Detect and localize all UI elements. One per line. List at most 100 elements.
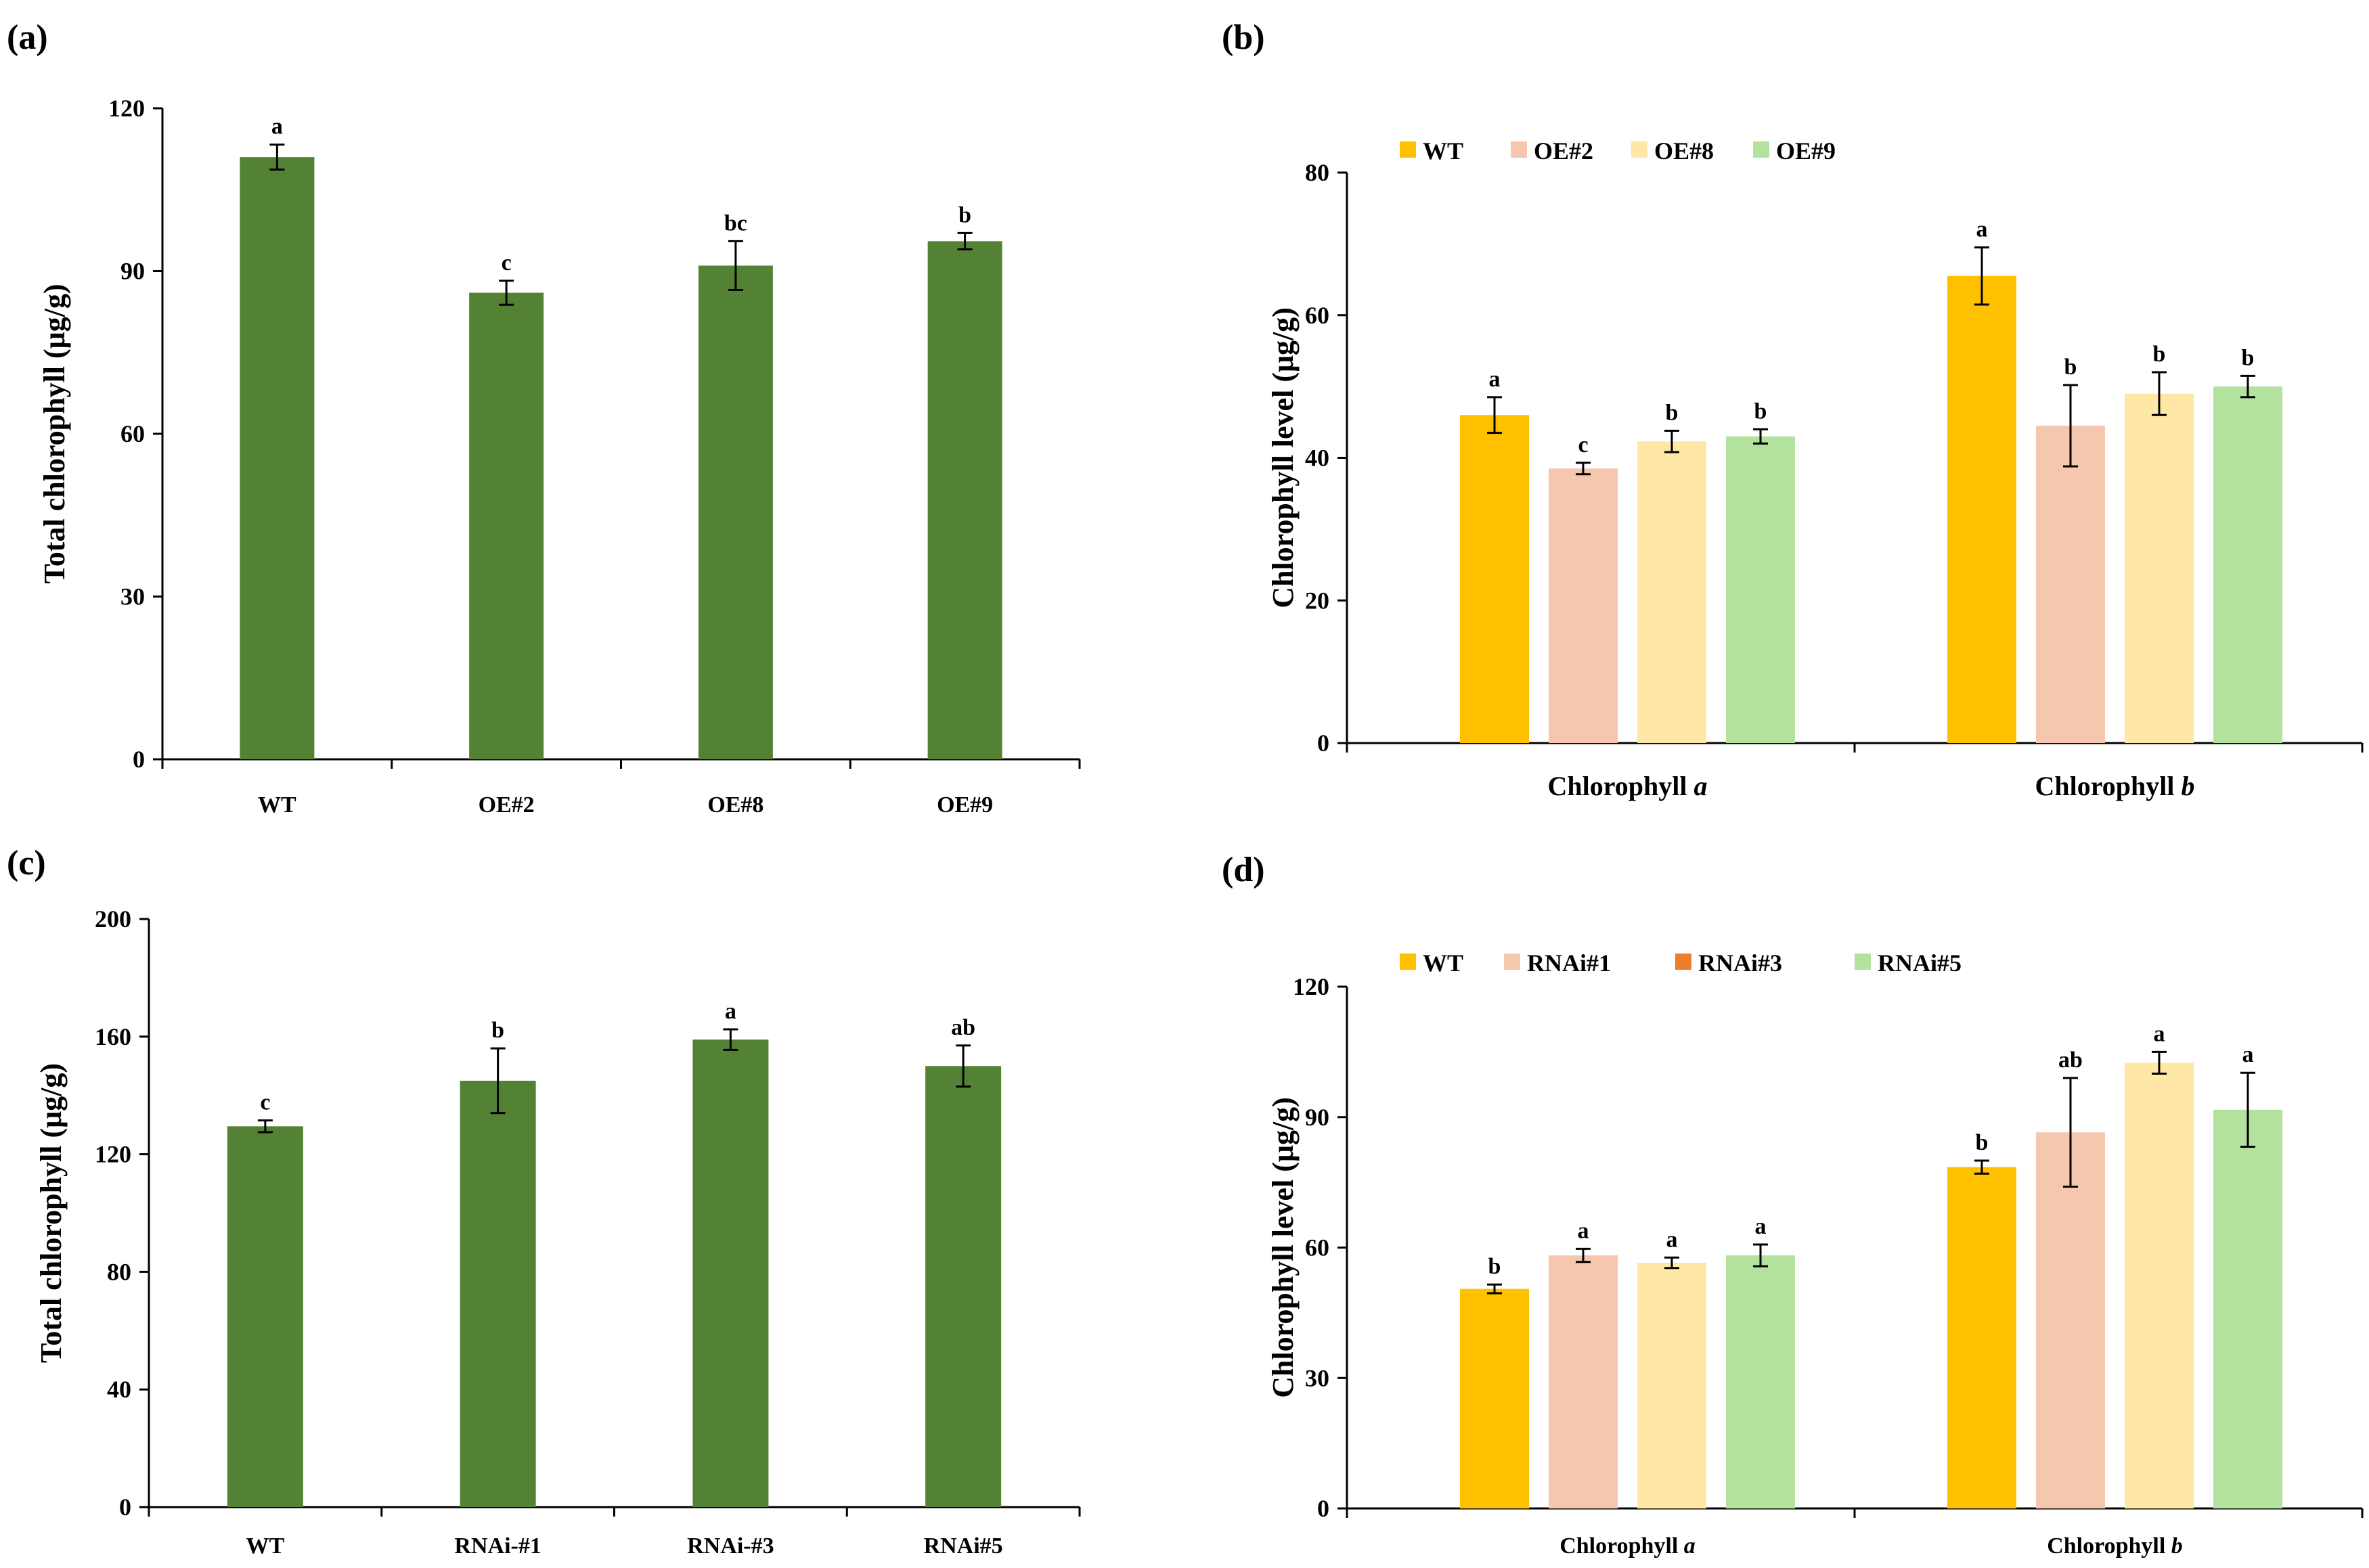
legend-label-b-WT: WT: [1423, 137, 1463, 164]
sig-letter-b: b: [2242, 345, 2255, 370]
legend-swatch-d-RNAi#5: [1855, 954, 1871, 970]
legend-swatch-d-RNAi#1: [1504, 954, 1520, 970]
legend-swatch-b-OE#8: [1631, 141, 1647, 158]
sig-letter-d: ab: [2058, 1048, 2083, 1073]
bar-b-OE#8-group2: [2125, 393, 2194, 743]
y-tick-label-d: 120: [1293, 973, 1329, 1000]
group-label-text: Chlorophyll: [1548, 771, 1694, 801]
sig-letter-c: b: [491, 1018, 504, 1043]
panel-label-d: (d): [1222, 851, 1265, 889]
bar-a-OE#9: [927, 241, 1002, 759]
sig-letter-b: a: [1976, 217, 1988, 242]
sig-letter-a: a: [271, 114, 283, 139]
sig-letter-d: a: [1755, 1214, 1767, 1239]
y-tick-label-a: 30: [120, 583, 145, 610]
y-tick-label-d: 90: [1305, 1104, 1329, 1131]
bar-a-WT: [240, 157, 315, 759]
y-tick-label-d: 0: [1317, 1495, 1329, 1522]
sig-letter-b: b: [1754, 399, 1767, 424]
sig-letter-b: b: [2064, 355, 2077, 380]
legend-label-d-WT: WT: [1423, 949, 1463, 977]
bar-d-RNAi#5-group1: [1726, 1255, 1795, 1508]
x-tick-label-a: OE#9: [937, 792, 993, 817]
sig-letter-b: b: [2153, 342, 2166, 367]
x-group-label-d: Chlorophyll a: [1559, 1533, 1696, 1559]
sig-letter-b: a: [1489, 367, 1501, 392]
x-tick-label-c: RNAi-#3: [687, 1533, 774, 1559]
panel-d: (d) 0 30 60 90 120 Chlorophyll level (μg/g) b a a…: [1222, 851, 2364, 1559]
bar-c-RNAi-#1: [460, 1080, 536, 1507]
sig-letter-d: a: [1578, 1218, 1589, 1243]
legend-label-d-RNAi#3: RNAi#3: [1698, 949, 1782, 977]
y-tick-label-b: 20: [1305, 587, 1329, 614]
sig-letter-d: b: [1976, 1130, 1989, 1155]
panel-c: (c) 0 40 80 120 160 200 Total chlorophyll (μg/g…: [7, 844, 1081, 1559]
y-tick-label-a: 0: [133, 746, 145, 773]
y-tick-label-a: 60: [120, 420, 145, 447]
legend-label-b-OE#2: OE#2: [1534, 137, 1593, 164]
bar-b-WT-group1: [1460, 415, 1529, 743]
y-axis-title-b: Chlorophyll level (μg/g): [1266, 307, 1300, 608]
sig-letter-a: bc: [724, 210, 747, 236]
y-tick-label-c: 160: [95, 1023, 131, 1050]
y-tick-label-c: 200: [95, 905, 131, 933]
x-tick-label-c: RNAi-#1: [454, 1533, 541, 1559]
sig-letter-d: a: [1666, 1227, 1678, 1252]
x-tick-label-a: OE#8: [707, 792, 763, 817]
y-axis-title-d: Chlorophyll level (μg/g): [1266, 1097, 1300, 1398]
panel-a: (a) 0 30 60 90 120 Total chlorophyll (μg/g) a WT…: [7, 18, 1081, 817]
y-tick-label-c: 0: [119, 1494, 131, 1521]
y-tick-label-a: 120: [108, 95, 145, 122]
group-label-italic: b: [2171, 1533, 2183, 1559]
legend-swatch-d-RNAi#3: [1675, 954, 1691, 970]
x-group-label-d: Chlorophyll b: [2047, 1533, 2183, 1559]
bar-d-WT-group2: [1947, 1167, 2016, 1508]
y-axis-title-a: Total chlorophyll (μg/g): [38, 284, 71, 583]
bar-a-OE#8: [698, 265, 773, 759]
sig-letter-d: a: [2154, 1021, 2165, 1046]
sig-letter-a: b: [958, 202, 971, 227]
bar-b-OE#2-group1: [1549, 468, 1618, 743]
bar-b-OE#2-group2: [2036, 426, 2105, 743]
sig-letter-c: ab: [951, 1015, 975, 1040]
y-tick-label-c: 120: [95, 1141, 131, 1168]
panel-b: (b) 0 20 40 60 80 Chlorophyll level (μg/g) a c b b…: [1222, 18, 2364, 801]
x-group-label-b: Chlorophyll a: [1548, 771, 1708, 801]
x-tick-label-c: RNAi#5: [924, 1533, 1003, 1559]
legend-swatch-b-WT: [1400, 141, 1416, 158]
bar-c-WT: [227, 1126, 303, 1507]
bar-b-OE#9-group1: [1726, 436, 1795, 743]
y-tick-label-a: 90: [120, 258, 145, 285]
y-tick-label-b: 40: [1305, 445, 1329, 472]
group-label-italic: b: [2182, 771, 2195, 801]
x-group-label-b: Chlorophyll b: [2035, 771, 2195, 801]
y-tick-label-d: 60: [1305, 1234, 1329, 1261]
y-tick-label-d: 30: [1305, 1364, 1329, 1391]
legend-label-d-RNAi#1: RNAi#1: [1527, 949, 1611, 977]
bar-d-RNAi#1-group1: [1549, 1255, 1618, 1508]
bar-b-WT-group2: [1947, 275, 2016, 743]
bar-d-RNAi#5-group2: [2213, 1109, 2282, 1508]
group-label-text: Chlorophyll: [2035, 771, 2182, 801]
y-tick-label-b: 0: [1317, 730, 1329, 757]
legend-swatch-d-WT: [1400, 954, 1416, 970]
legend-swatch-b-OE#9: [1753, 141, 1769, 158]
sig-letter-d: a: [2242, 1042, 2254, 1067]
y-axis-title-c: Total chlorophyll (μg/g): [35, 1063, 68, 1363]
bar-d-RNAi#3-group1: [1637, 1262, 1706, 1508]
sig-letter-a: c: [502, 250, 512, 275]
x-tick-label-c: WT: [246, 1533, 285, 1559]
panel-label-c: (c): [7, 844, 46, 882]
group-label-italic: a: [1684, 1533, 1696, 1559]
y-tick-label-b: 60: [1305, 302, 1329, 329]
sig-letter-b: b: [1666, 400, 1679, 425]
group-label-text: Chlorophyll: [1559, 1533, 1684, 1559]
legend-label-d-RNAi#5: RNAi#5: [1878, 949, 1962, 977]
group-label-italic: a: [1694, 771, 1708, 801]
panel-label-a: (a): [7, 18, 48, 57]
legend-label-b-OE#8: OE#8: [1654, 137, 1714, 164]
bar-d-RNAi#3-group2: [2125, 1062, 2194, 1508]
bar-c-RNAi-#3: [692, 1039, 769, 1507]
x-tick-label-a: OE#2: [479, 792, 535, 817]
